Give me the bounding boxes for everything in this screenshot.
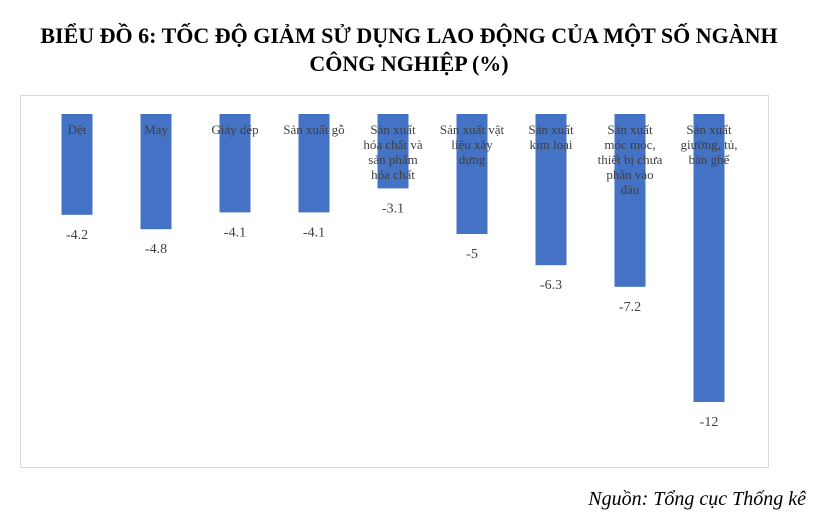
bar-5 xyxy=(456,114,488,234)
category-label-6: Sản xuất kim loại xyxy=(528,122,574,152)
value-label-0: -4.2 xyxy=(66,228,88,243)
category-label-2: Giày dép xyxy=(211,122,258,137)
category-label-1: May xyxy=(144,122,168,137)
value-label-7: -7.2 xyxy=(619,300,641,315)
category-label-5: Sản xuất vật liệu xây dựng xyxy=(440,122,505,167)
chart-title-line-2: CÔNG NGHIỆP (%) xyxy=(309,51,509,76)
category-label-0: Dệt xyxy=(68,122,87,137)
bar-3 xyxy=(298,114,330,213)
category-label-8: Sản xuất giường, tủ, bàn ghế xyxy=(681,122,738,167)
value-label-4: -3.1 xyxy=(382,201,404,216)
bar-2 xyxy=(219,114,251,213)
category-label-3: Sản xuất gỗ xyxy=(283,122,344,137)
chart-area xyxy=(20,95,769,468)
bar-1 xyxy=(140,114,172,230)
category-label-4: Sản xuất hóa chất và sản phẩm hóa chất xyxy=(363,122,422,182)
source-note: Nguồn: Tổng cục Thống kê xyxy=(588,488,806,510)
value-label-3: -4.1 xyxy=(303,225,325,240)
value-label-6: -6.3 xyxy=(540,278,562,293)
bar-7 xyxy=(614,114,646,287)
bar-0 xyxy=(61,114,93,215)
value-label-2: -4.1 xyxy=(224,225,246,240)
bar-8 xyxy=(693,114,725,402)
value-label-5: -5 xyxy=(466,247,478,262)
bar-4 xyxy=(377,114,409,189)
chart-title-line-1: BIỂU ĐỒ 6: TỐC ĐỘ GIẢM SỬ DỤNG LAO ĐỘNG … xyxy=(40,23,778,48)
value-label-8: -12 xyxy=(700,415,719,430)
bar-6 xyxy=(535,114,567,266)
chart-title: BIỂU ĐỒ 6: TỐC ĐỘ GIẢM SỬ DỤNG LAO ĐỘNG … xyxy=(0,22,818,78)
value-label-1: -4.8 xyxy=(145,242,167,257)
category-label-7: Sản xuất móc móc, thiết bị chưa phân vào đâu xyxy=(598,122,663,197)
